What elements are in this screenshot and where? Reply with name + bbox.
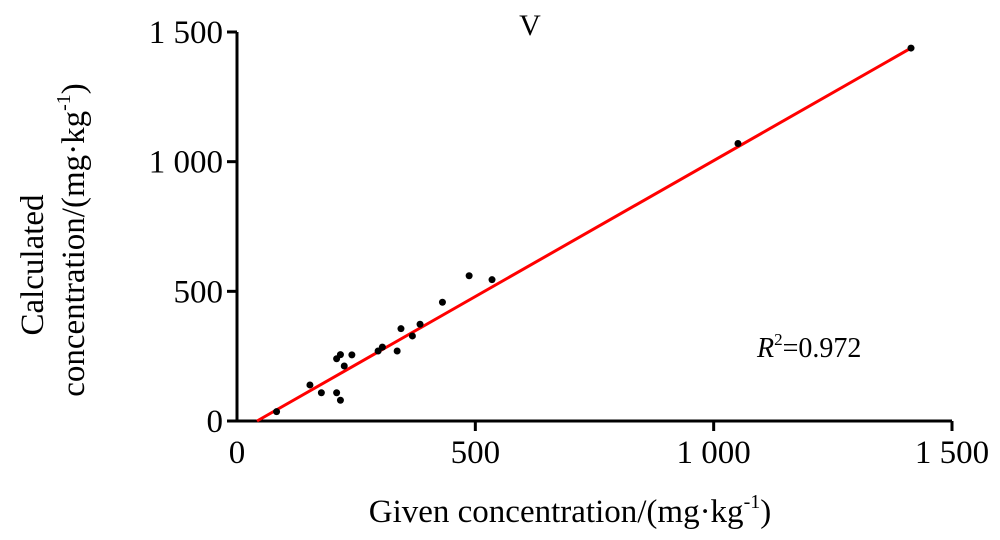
x-tick-label: 1 500 bbox=[915, 435, 989, 471]
data-point bbox=[416, 320, 424, 328]
x-axis-label: Given concentration/(mg·kg-1) bbox=[369, 491, 771, 530]
y-tick-label: 0 bbox=[207, 404, 224, 440]
r-squared-annotation: R2=0.972 bbox=[756, 330, 861, 364]
regression-line bbox=[256, 46, 912, 423]
chart-title: V bbox=[519, 9, 541, 42]
data-point bbox=[734, 140, 742, 148]
y-tick-label: 1 500 bbox=[149, 15, 223, 51]
data-point bbox=[273, 408, 281, 416]
data-point bbox=[408, 332, 416, 340]
x-tick-label: 500 bbox=[451, 435, 501, 471]
data-point bbox=[336, 351, 344, 359]
data-point bbox=[306, 381, 314, 389]
y-tick-label: 500 bbox=[174, 274, 224, 310]
data-point bbox=[336, 396, 344, 404]
data-point bbox=[333, 389, 341, 397]
y-tick-label: 1 000 bbox=[149, 145, 223, 181]
data-point bbox=[438, 298, 446, 306]
data-point bbox=[393, 347, 401, 355]
data-point bbox=[317, 389, 325, 397]
x-tick-label: 0 bbox=[229, 435, 246, 471]
y-axis-label-line1: Calculated bbox=[15, 194, 51, 336]
data-point bbox=[348, 351, 356, 359]
x-tick-label: 1 000 bbox=[677, 435, 751, 471]
data-point bbox=[907, 44, 915, 52]
data-point bbox=[465, 272, 473, 280]
y-axis-label-line2: concentration/(mg·kg-1) bbox=[53, 83, 92, 397]
axes bbox=[235, 32, 952, 423]
data-point bbox=[340, 362, 348, 370]
data-point bbox=[378, 343, 386, 351]
data-point bbox=[488, 276, 496, 284]
data-point bbox=[397, 325, 405, 333]
